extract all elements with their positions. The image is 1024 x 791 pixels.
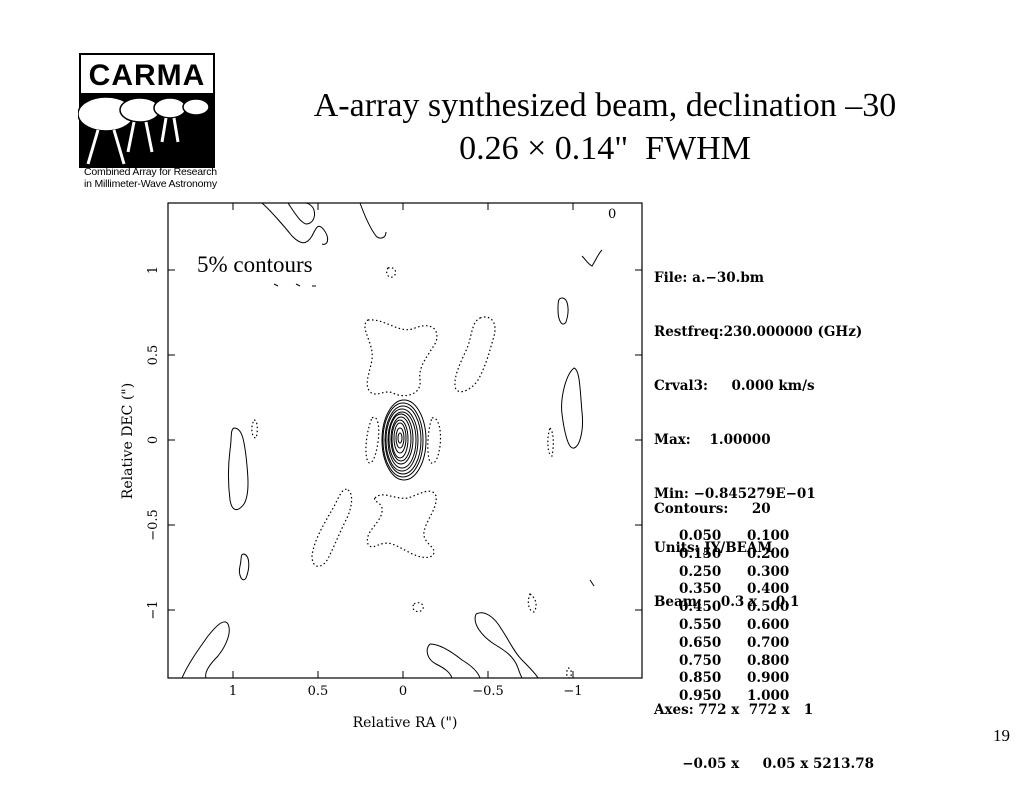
- info-units: Units: JY/BEAM: [654, 540, 773, 556]
- info-max: Max: 1.00000: [654, 432, 771, 448]
- positive-contours: [181, 202, 603, 679]
- x-tick-label: −0.5: [472, 684, 504, 699]
- contour-level-row: 0.150 0.200: [679, 546, 815, 564]
- contour-level-row: 0.950 1.000: [679, 688, 815, 706]
- contour-level-value: 0.750: [679, 652, 722, 669]
- info-axes: Axes: 772 x 772 x 1: [654, 702, 814, 718]
- contour-level-value: 0.700: [747, 634, 790, 651]
- contour-level-value: 1.000: [747, 688, 790, 705]
- contour-level-value: 0.350: [679, 581, 722, 598]
- info-file: File: a.−30.bm: [654, 270, 765, 286]
- title-line2: 0.26 × 0.14" FWHM: [459, 130, 751, 167]
- y-tick-label: 0.5: [146, 345, 161, 366]
- contour-level-row: 0.550 0.600: [679, 617, 815, 635]
- info-crval3: Crval3: 0.000 km/s: [654, 378, 815, 394]
- slide-title: A-array synthesized beam, declination –3…: [240, 84, 970, 170]
- contour-level-row: 0.350 0.400: [679, 581, 815, 599]
- contour-level-value: 0.050: [679, 528, 722, 544]
- beam-contour-plot: 1 0.5 0 −0.5 −1 1 0.5 0 −0.5 −1 Relative…: [120, 202, 643, 731]
- central-beam-contours: [381, 399, 427, 481]
- contour-level-value: 0.650: [679, 634, 722, 651]
- negative-contours: [251, 267, 572, 679]
- contour-level-row: 0.050 0.100: [679, 528, 815, 546]
- contour-level-row: 0.650 0.700: [679, 635, 815, 653]
- contour-level-row: 0.750 0.800: [679, 653, 815, 671]
- logo-caption-line2: in Millimeter-Wave Astronomy: [84, 178, 217, 190]
- contour-level-value: 0.450: [679, 599, 722, 616]
- contour-level-value: 0.800: [747, 652, 790, 669]
- info-axes2: −0.05 x 0.05 x 5213.78: [654, 756, 875, 772]
- info-beam: Beam: 0.3 x 0.1: [654, 594, 800, 610]
- y-tick-label: 1: [146, 266, 161, 274]
- page-number: 19: [993, 726, 1010, 745]
- x-tick-label: 0.5: [308, 684, 329, 699]
- contour-level-row: 0.850 0.900: [679, 670, 815, 688]
- logo-wordmark: CARMA: [89, 59, 206, 92]
- contour-levels-table: 0.050 0.100 0.150 0.200 0.250 0.300 0.350 0.400…: [679, 528, 815, 706]
- logo-caption-line1: Combined Array for Research: [84, 166, 217, 178]
- x-tick-label: 0: [399, 684, 407, 699]
- corner-mark: 0: [608, 207, 616, 222]
- contour-level-value: 0.850: [679, 670, 722, 687]
- contour-level-row: 0.450 0.500: [679, 599, 815, 617]
- x-tick-label: 1: [229, 684, 237, 699]
- contour-level-value: 0.100: [747, 528, 790, 544]
- x-tick-label: −1: [563, 684, 582, 699]
- y-tick-label: −1: [146, 600, 161, 619]
- contour-level-value: 0.400: [747, 581, 790, 598]
- y-axis-label: Relative DEC ("): [120, 383, 136, 499]
- y-tick-label: −0.5: [146, 509, 161, 541]
- title-line1: A-array synthesized beam, declination –3…: [313, 87, 897, 124]
- contour-level-value: 0.250: [679, 563, 722, 580]
- contour-level-value: 0.900: [747, 670, 790, 687]
- x-axis-label: Relative RA ("): [353, 715, 458, 731]
- contour-level-value: 0.550: [679, 616, 722, 633]
- contours-header: Contours: 20: [654, 501, 771, 517]
- contour-annotation: 5% contours: [197, 252, 313, 277]
- carma-logo: CARMA: [78, 53, 215, 168]
- contour-level-value: 0.600: [747, 616, 790, 633]
- contour-level-value: 0.200: [747, 545, 790, 562]
- info-restfreq: Restfreq:230.000000 (GHz): [654, 324, 863, 340]
- info-min: Min: −0.845279E−01: [654, 486, 816, 502]
- contour-level-value: 0.150: [679, 545, 722, 562]
- contour-level-value: 0.300: [747, 563, 790, 580]
- contour-level-row: 0.250 0.300: [679, 564, 815, 582]
- contour-level-value: 0.500: [747, 599, 790, 616]
- contour-level-value: 0.950: [679, 688, 722, 705]
- y-tick-label: 0: [146, 436, 161, 444]
